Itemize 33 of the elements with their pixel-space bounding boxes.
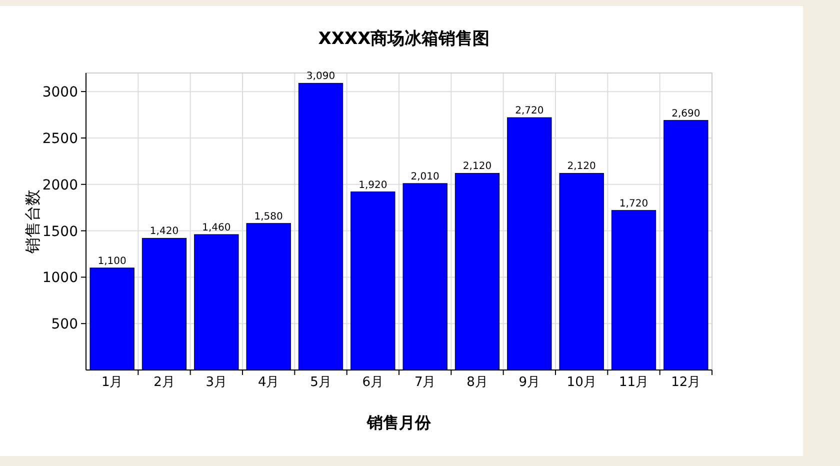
chart-title: XXXX商场冰箱销售图 bbox=[318, 29, 490, 49]
data-label: 1,720 bbox=[619, 198, 648, 210]
x-tick-label: 7月 bbox=[414, 375, 436, 390]
data-label: 2,120 bbox=[567, 161, 596, 172]
y-tick-label: 2000 bbox=[42, 177, 78, 194]
x-tick-label: 12月 bbox=[671, 375, 701, 390]
data-label: 2,120 bbox=[462, 161, 492, 172]
data-label: 1,920 bbox=[358, 180, 388, 191]
x-tick-label: 8月 bbox=[466, 375, 488, 390]
data-label: 1,580 bbox=[254, 211, 283, 222]
data-label: 1,100 bbox=[98, 256, 126, 267]
data-label: 2,010 bbox=[410, 171, 440, 182]
data-label: 1,420 bbox=[150, 226, 179, 238]
x-tick-label: 10月 bbox=[566, 375, 596, 390]
data-label: 2,690 bbox=[672, 108, 700, 120]
data-label: 2,720 bbox=[515, 106, 544, 117]
x-tick-label: 3月 bbox=[206, 375, 228, 390]
y-tick-label: 1500 bbox=[42, 224, 78, 240]
y-tick-label: 2500 bbox=[42, 130, 78, 147]
x-tick-label: 4月 bbox=[258, 375, 280, 390]
x-tick-label: 6月 bbox=[362, 375, 384, 390]
y-tick-label: 500 bbox=[51, 316, 78, 333]
y-axis-title: 销售台数 bbox=[23, 190, 42, 254]
x-tick-label: 2月 bbox=[154, 375, 175, 390]
data-label: 3,090 bbox=[306, 71, 336, 82]
x-axis-title: 销售月份 bbox=[366, 413, 432, 432]
y-tick-label: 1000 bbox=[42, 270, 78, 286]
data-label: 1,460 bbox=[202, 222, 231, 234]
x-tick-label: 5月 bbox=[310, 375, 332, 390]
x-tick-label: 1月 bbox=[101, 375, 123, 390]
x-tick-label: 11月 bbox=[618, 375, 649, 390]
y-tick-label: 3000 bbox=[42, 84, 78, 101]
x-tick-label: 9月 bbox=[518, 375, 540, 390]
